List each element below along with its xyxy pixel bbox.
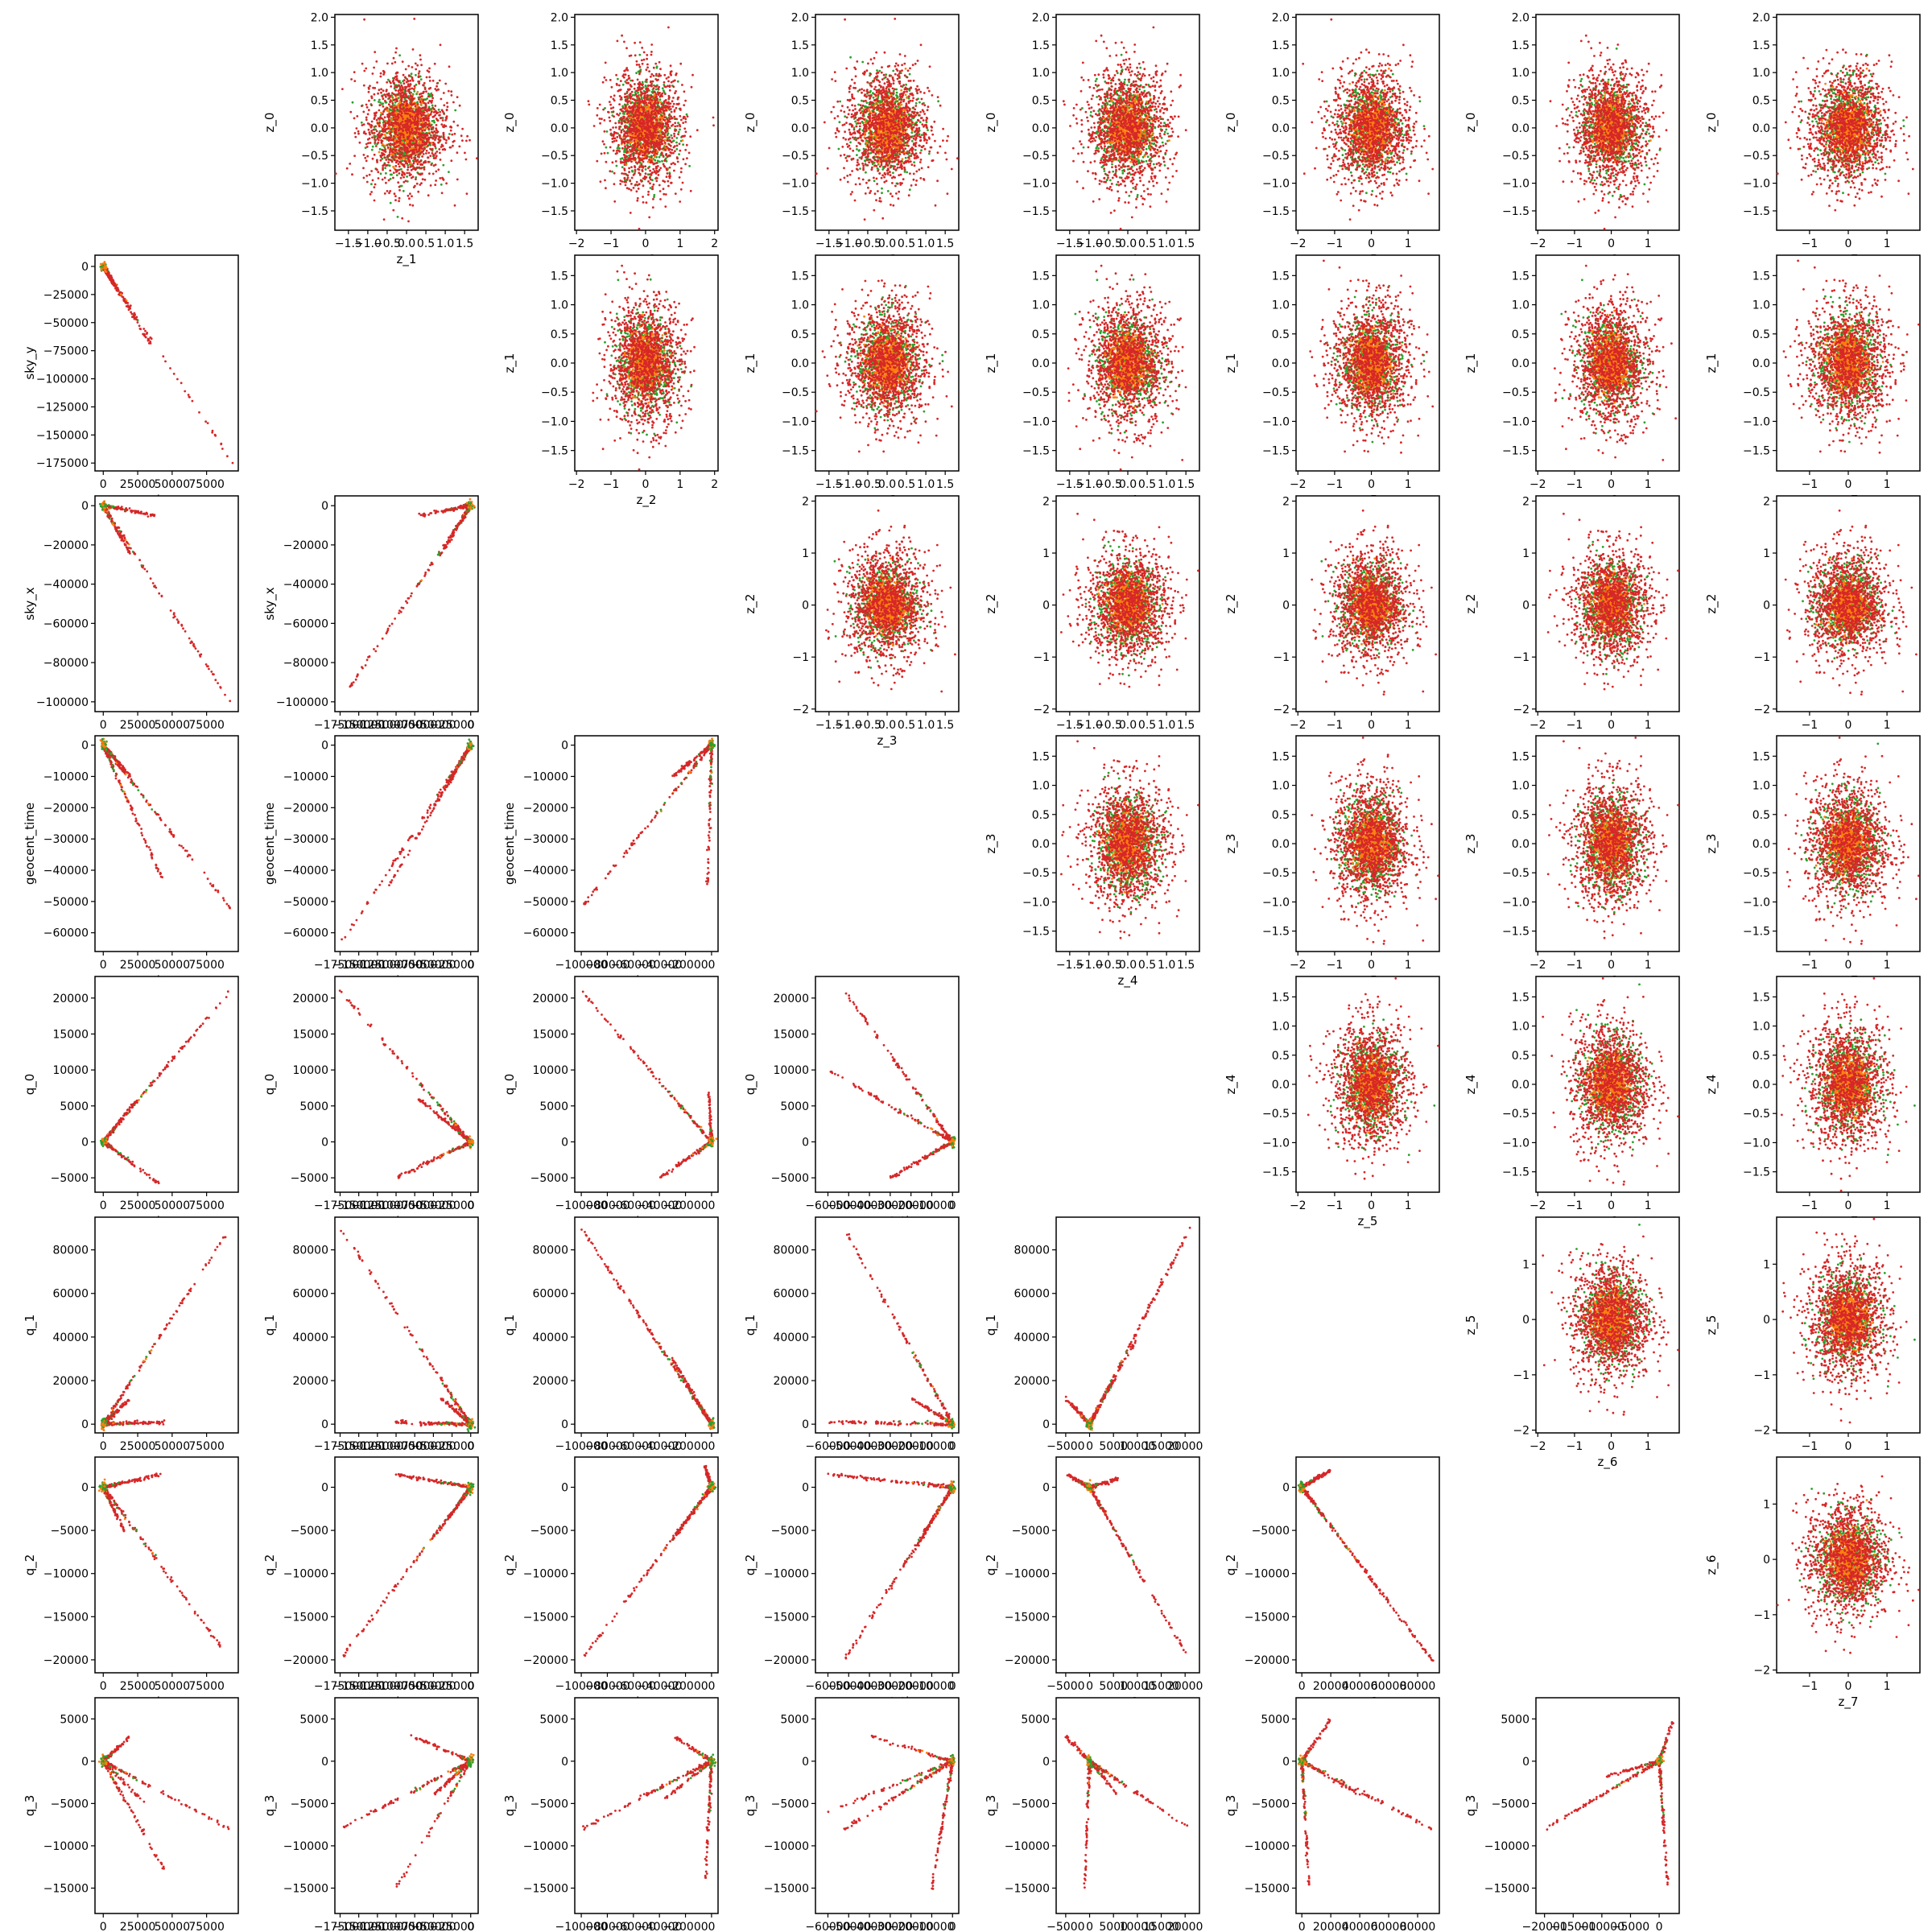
- scatter-point: [379, 148, 382, 151]
- scatter-point: [380, 172, 382, 175]
- scatter-point: [398, 54, 401, 56]
- scatter-point: [420, 78, 423, 80]
- scatter-point: [390, 153, 393, 155]
- x-axis-label: z_1: [397, 252, 417, 267]
- scatter-point: [419, 142, 422, 144]
- scatter-point: [416, 91, 419, 93]
- scatter-point: [384, 145, 386, 147]
- scatter-point: [384, 167, 386, 169]
- scatter-point: [371, 149, 374, 151]
- scatter-point: [385, 172, 387, 175]
- scatter-point: [373, 134, 375, 137]
- scatter-point: [406, 175, 408, 178]
- x-tick-label: 1.5: [456, 237, 473, 250]
- scatter-point: [379, 101, 382, 104]
- scatter-point: [438, 109, 440, 111]
- scatter-point: [427, 93, 430, 95]
- scatter-point: [386, 132, 388, 134]
- scatter-point: [415, 74, 417, 76]
- scatter-point: [413, 90, 415, 93]
- scatter-point: [386, 109, 388, 112]
- y-tick-label: 2.0: [311, 11, 328, 24]
- scatter-point: [420, 104, 423, 106]
- y-tick-label: 0.5: [311, 95, 328, 108]
- scatter-point: [395, 111, 398, 114]
- scatter-point: [372, 146, 374, 148]
- scatter-point: [389, 108, 391, 110]
- y-tick-label: 1.5: [311, 39, 328, 52]
- scatter-point: [448, 133, 451, 135]
- scatter-point: [426, 97, 428, 100]
- scatter-point: [448, 171, 450, 173]
- scatter-point: [394, 101, 397, 104]
- x-tick-label: 1.0: [436, 237, 454, 250]
- scatter-point: [370, 183, 373, 185]
- scatter-point: [384, 134, 386, 136]
- scatter-point: [433, 122, 436, 124]
- scatter-point: [415, 93, 418, 95]
- y-tick-label: −0.5: [301, 150, 328, 163]
- scatter-point: [416, 101, 419, 103]
- scatter-point: [431, 105, 434, 107]
- scatter-point: [397, 216, 399, 218]
- scatter-point: [411, 72, 413, 75]
- scatter-point: [378, 151, 381, 154]
- y-tick-label: 0.0: [311, 122, 328, 135]
- y-tick-label: −1.0: [301, 178, 328, 191]
- scatter-point: [390, 202, 392, 204]
- x-tick-label: 0.5: [417, 237, 435, 250]
- scatter-point: [381, 103, 383, 105]
- scatter-point: [352, 101, 354, 104]
- scatter-point: [402, 190, 405, 192]
- scatter-point: [411, 147, 414, 149]
- scatter-point: [390, 174, 393, 176]
- scatter-point: [361, 122, 363, 124]
- scatter-point: [431, 120, 434, 122]
- y-tick-label: −1.5: [301, 205, 328, 218]
- y-axis-label: z_0: [262, 113, 278, 133]
- x-tick-label: 0.0: [398, 237, 415, 250]
- panel-z_0-vs-z_1: −1.5−1.0−0.50.0 0.5 1.0 1.5−1.5−1.0−0.50.00…: [262, 11, 478, 267]
- scatter-point: [396, 174, 398, 176]
- scatter-point: [427, 113, 429, 115]
- y-tick-label: 1.0: [311, 67, 328, 80]
- scatter-point: [442, 164, 444, 167]
- scatter-point: [378, 99, 381, 101]
- scatter-point: [435, 147, 437, 150]
- scatter-point: [454, 109, 456, 112]
- x-tick-label: −0.5: [374, 237, 401, 250]
- scatter-point: [374, 99, 376, 101]
- scatter-point: [412, 108, 415, 110]
- scatter-point: [440, 184, 443, 186]
- scatter-point: [430, 134, 432, 137]
